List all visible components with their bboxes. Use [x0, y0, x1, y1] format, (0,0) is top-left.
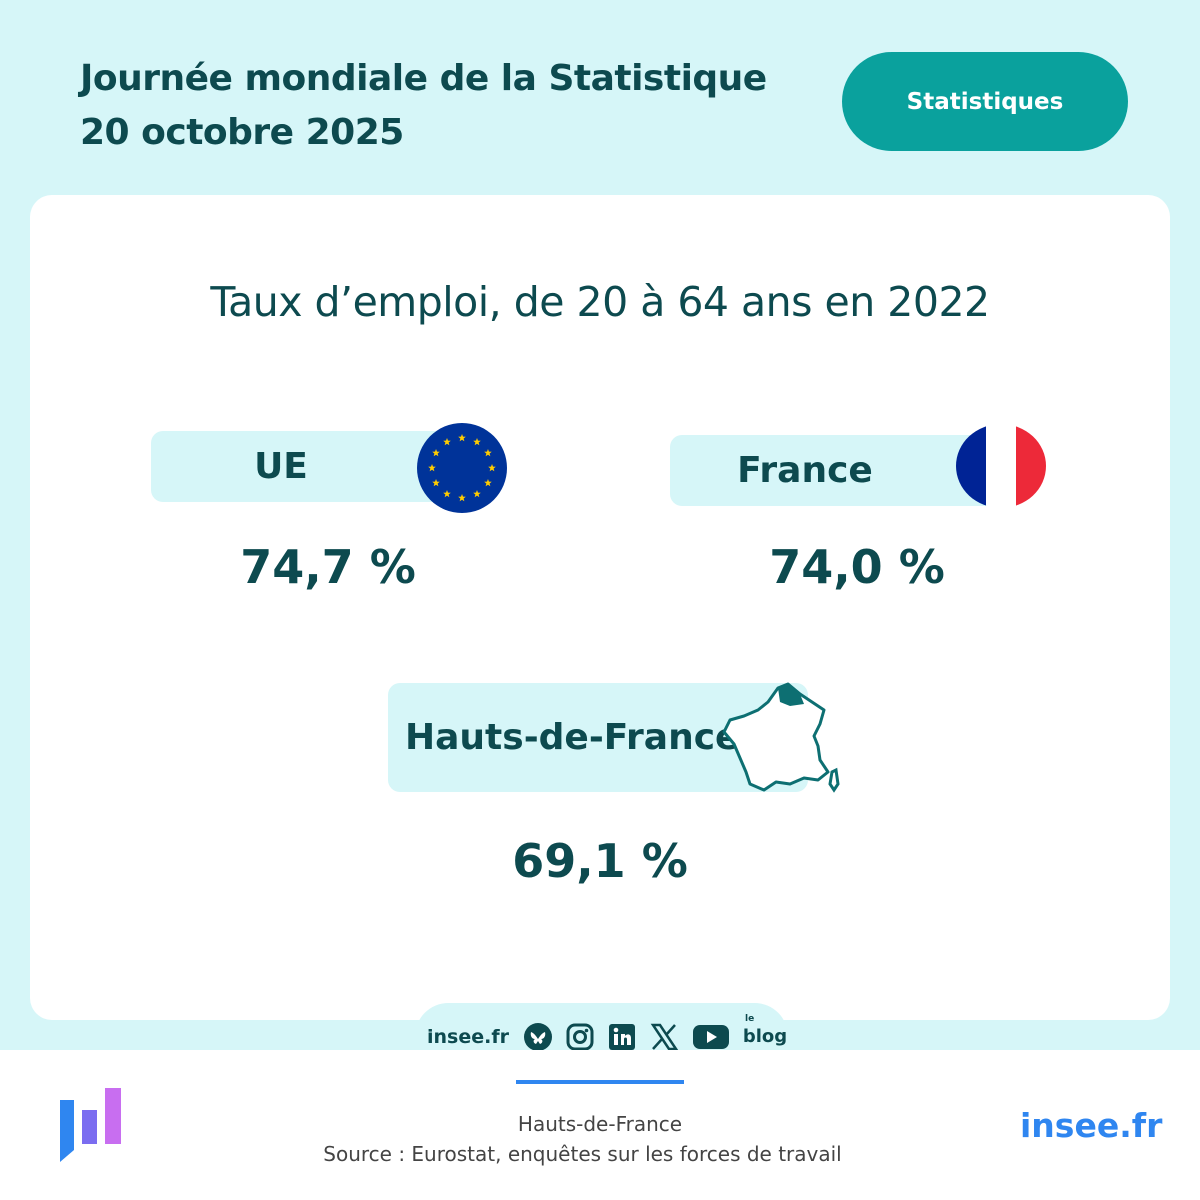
social-site-link[interactable]: insee.fr: [427, 1025, 509, 1048]
eu-star: [473, 489, 481, 498]
label-eu: UE: [151, 431, 451, 502]
category-tag[interactable]: Statistiques: [842, 52, 1128, 151]
x-icon[interactable]: [649, 1022, 679, 1052]
youtube-icon[interactable]: [691, 1022, 731, 1052]
eu-star: [458, 434, 466, 442]
eu-star: [443, 438, 451, 446]
page-title: Journée mondiale de la Statistique 20 oc…: [80, 52, 767, 160]
france-map-icon: [722, 682, 840, 793]
footer-site-link[interactable]: insee.fr: [1020, 1106, 1163, 1145]
bluesky-icon[interactable]: [523, 1022, 553, 1052]
eu-star: [484, 479, 492, 487]
eu-star: [458, 494, 466, 502]
eu-flag-icon: [417, 423, 507, 513]
page-title-line2: 20 octobre 2025: [80, 112, 404, 153]
eu-star: [432, 449, 440, 457]
content-card: [30, 195, 1170, 1020]
instagram-icon[interactable]: [565, 1022, 595, 1052]
footer-region: Hauts-de-France: [517, 1112, 683, 1136]
eu-star: [432, 479, 440, 487]
value-france: 74,0 %: [769, 540, 945, 594]
eu-star: [473, 438, 481, 446]
page-title-line1: Journée mondiale de la Statistique: [80, 58, 767, 99]
footer-divider: [516, 1080, 684, 1084]
blog-label: blog: [742, 1026, 788, 1047]
france-flag-icon: [956, 424, 1046, 508]
linkedin-icon[interactable]: [607, 1022, 637, 1052]
value-eu: 74,7 %: [240, 540, 416, 594]
value-hauts-de-france: 69,1 %: [512, 834, 688, 888]
label-france: France: [670, 435, 1000, 506]
footer-source: Source : Eurostat, enquêtes sur les forc…: [323, 1142, 842, 1166]
eu-star: [484, 449, 492, 457]
footer: Hauts-de-France Source : Eurostat, enquê…: [0, 1050, 1200, 1200]
blog-le-label: le: [744, 1013, 755, 1024]
eu-star: [443, 489, 451, 498]
eu-star: [488, 464, 496, 472]
eu-star: [428, 464, 436, 472]
card-title: Taux d’emploi, de 20 à 64 ans en 2022: [210, 278, 990, 326]
insee-logo-icon: [60, 1088, 121, 1162]
blog-icon[interactable]: le blog: [742, 1014, 788, 1052]
